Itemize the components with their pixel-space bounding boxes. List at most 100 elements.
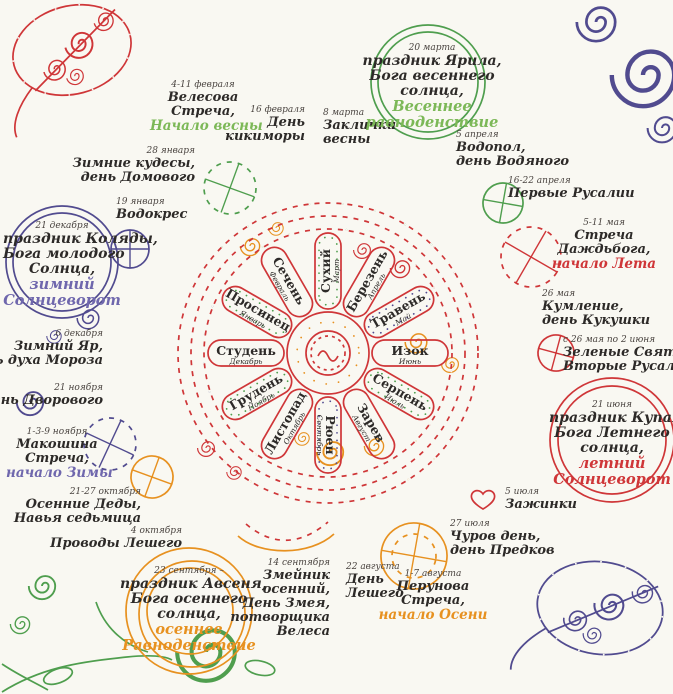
festival-ring-avsen (125, 547, 253, 675)
festival-name-line: День (267, 114, 305, 130)
festival-date: 14 сентября (267, 558, 330, 568)
festival-season: Солнцеворот (553, 470, 671, 488)
festival-name-line: Стреча, (25, 450, 89, 466)
festival-kumlenie: 26 мая Кумление, день Кукушки (542, 289, 650, 328)
festival-dvorovoy: 21 ноября день Дворового (0, 383, 103, 408)
festival-den-leshego: 22 августа День Лешего (346, 562, 404, 601)
festival-name-line: Велесова (167, 89, 239, 105)
festival-avsen: 23 сентября – праздник Авсеня, Бога осен… (120, 566, 267, 654)
festival-season: летний (578, 455, 646, 473)
festival-name-line: Проводы Лешего (50, 535, 182, 551)
festival-season: Равноденствие (122, 636, 256, 654)
festival-season: начало Лета (551, 255, 657, 272)
festival-season: Весеннее (392, 98, 472, 116)
festival-name-line: Перунова (396, 578, 470, 594)
festival-name-line: Бога молодого (3, 245, 125, 262)
festival-name-line: Водокрес (116, 206, 188, 222)
month-spoke-sukhiy: Сухий Март (314, 232, 342, 310)
festival-date: с 26 мая по 2 июня (563, 335, 656, 345)
festival-date: 19 января (116, 197, 165, 207)
festival-name-line: день духа Мороза (0, 352, 103, 368)
festival-name-line: Чуров день, (450, 528, 541, 544)
festival-season: равноденствие (365, 113, 499, 131)
sun-dashed-circle (310, 335, 346, 371)
month-name: Сухий (318, 249, 333, 293)
festival-name-line: Навья седьмица (13, 510, 141, 526)
wheel-dashed-guides (177, 202, 479, 504)
festival-date: 16 февраля (250, 105, 305, 115)
festival-date: 21 декабря (35, 221, 89, 231)
festival-date: 21 июня (592, 400, 632, 410)
festival-vodopol: 5 апреля Водопол, день Водяного (456, 130, 570, 169)
festival-osennie-dedy: 21-27 октября Осенние Деды, Навья седьми… (13, 487, 141, 526)
festival-name-line: кикиморы (225, 128, 305, 144)
festival-name-line: Бога весеннего (369, 67, 495, 84)
festival-name-line: день Дворового (0, 392, 103, 408)
festival-date: 28 января (146, 146, 195, 156)
spiral-ornament-top-right (575, 6, 673, 144)
paisley-ornament-bottom-right (511, 551, 669, 689)
festival-name-line: Первые Русалии (508, 185, 635, 201)
festival-date: 6 декабря (55, 329, 103, 339)
sun-ray-beads (296, 321, 360, 385)
festival-ring-yarilo (370, 24, 486, 140)
festival-name-line: Велеса (276, 623, 330, 639)
festival-date: 1-3-9 ноября (26, 427, 88, 437)
festival-date: 23 сентября – (154, 566, 224, 576)
festival-name-line: Бога осеннего (130, 590, 248, 607)
festival-date: 20 марта (408, 43, 456, 53)
festival-name-line: Даждьбога, (557, 241, 651, 257)
festival-name-line: Лешего (346, 585, 404, 601)
festival-season: Начало весны (150, 117, 263, 134)
festival-name-line: солнца, (157, 605, 221, 622)
festival-date: 5 июля (505, 487, 539, 497)
medallion-orange-large (380, 522, 448, 590)
festival-date: 5-11 мая (583, 218, 625, 228)
festival-date: 27 июля (450, 519, 490, 529)
festival-name-line: Водопол, (456, 139, 526, 155)
festival-name-line: Зимние кудесы, (72, 155, 195, 171)
festival-date: 21 ноября (54, 383, 103, 393)
medallion-purple-dashed (83, 417, 137, 471)
festival-name-line: день Водяного (456, 153, 570, 169)
festival-name-line: День Змея, (242, 595, 330, 611)
festival-date: 5 апреля (456, 130, 499, 140)
month-name: Изок (391, 343, 428, 358)
festival-season: осеннее (155, 621, 223, 639)
paisley-ornament-top-left (0, 0, 148, 137)
curl-ornament-red-set (197, 243, 496, 542)
festival-name-line: Вторые Русалии (563, 358, 673, 374)
month-name: Студень (216, 343, 276, 358)
month-subtitle: Март (332, 259, 341, 284)
sun-center (286, 311, 370, 395)
festival-yarilo: 20 марта праздник Ярила, Бога весеннего … (360, 43, 504, 131)
festival-name-line: день Предков (450, 542, 555, 558)
festival-kolyada: 21 декабря праздник Коляды, Бога молодог… (3, 221, 158, 308)
festival-name-line: праздник Купала, (549, 409, 673, 426)
festival-kikimora: 16 февраля День кикиморы (225, 105, 305, 144)
festival-provody-leshego: 4 октября Проводы Лешего (50, 526, 182, 551)
festival-name-line: Зеленые Святки (563, 344, 673, 360)
festival-date: 1-7 августа (404, 569, 462, 579)
festival-rusalii-pervye: 16-22 апреля Первые Русалии (508, 176, 635, 201)
festival-name-line: потворщика (230, 609, 330, 625)
month-spoke-izok: Изок Июнь (371, 339, 449, 367)
festival-name-line: Заклички (323, 117, 397, 133)
medallion-red-solid (537, 334, 575, 372)
festival-vodokres: 19 января Водокрес (116, 197, 188, 222)
festival-ring-kupala (549, 377, 673, 503)
festival-kupala: 21 июня праздник Купала, Бога Летнего со… (549, 400, 673, 488)
festival-velesova: 4-11 февраля Велесова Стреча, Начало вес… (150, 80, 263, 134)
month-subtitle: Сентябрь (315, 415, 324, 456)
festival-name-line: Осенние Деды, (25, 496, 141, 512)
festival-name-line: весны (323, 131, 371, 147)
medallion-red-dashed (500, 226, 562, 288)
festival-zaklichki: 8 марта Заклички весны (323, 108, 397, 147)
month-subtitle: Июнь (398, 357, 421, 366)
month-spoke-ryuen: Рюен Сентябрь (314, 396, 342, 474)
month-name: Рюен (323, 415, 338, 454)
festival-ring-kolyada (5, 205, 119, 319)
festival-name-line: Стреча, (401, 592, 465, 608)
